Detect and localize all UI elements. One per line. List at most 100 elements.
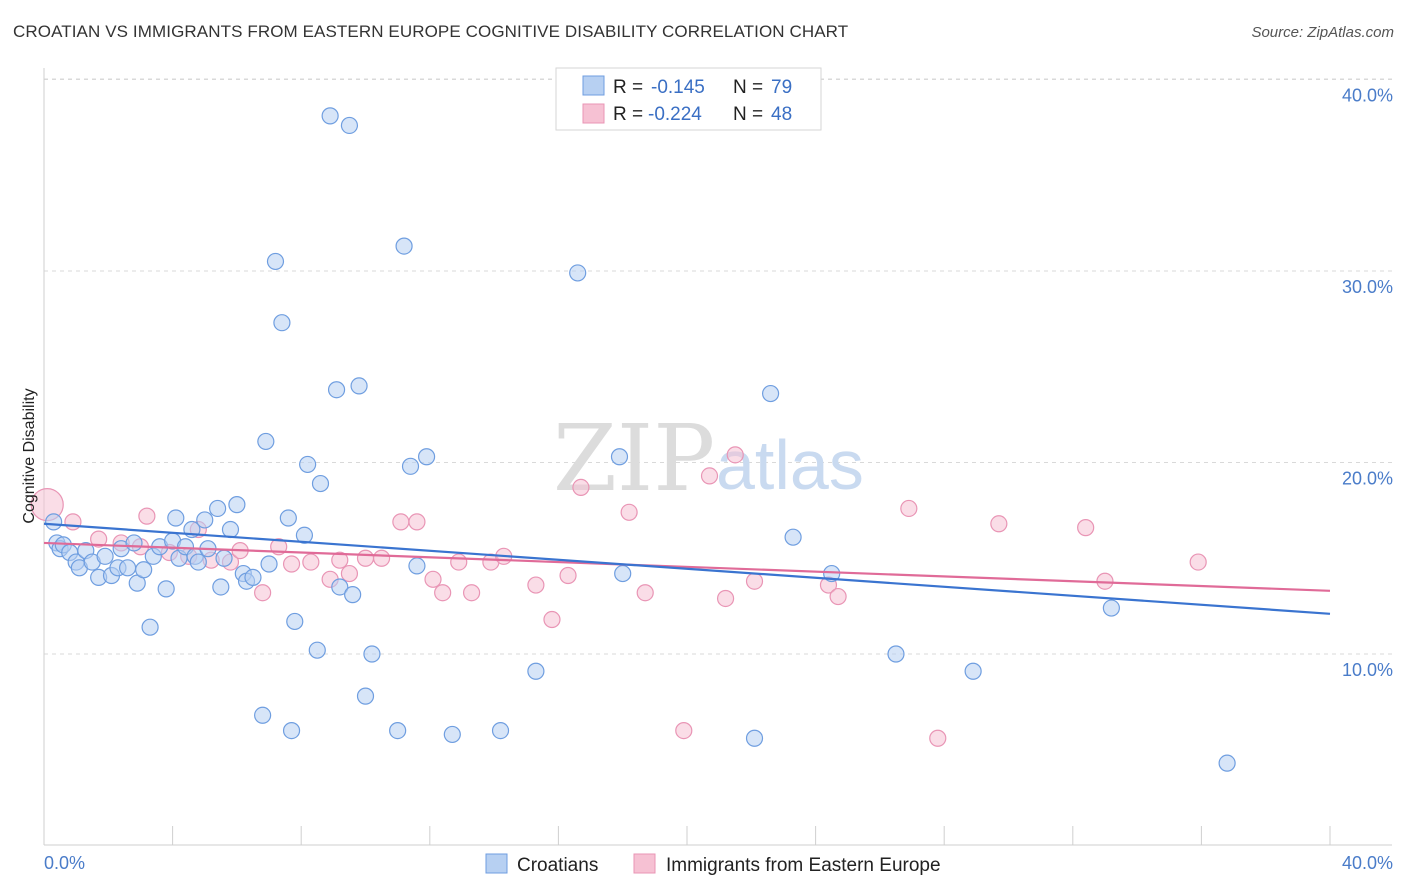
x-tick-marks <box>43 826 1331 845</box>
croatians-point <box>784 528 802 546</box>
croatians-point <box>761 384 780 403</box>
y-tick-label-20: 20.0% <box>1342 469 1393 489</box>
immigrants-point <box>990 515 1008 533</box>
trend-line-croatians <box>43 522 1331 615</box>
x-tick-label-min: 0.0% <box>44 853 85 873</box>
croatians-point <box>389 721 407 740</box>
croatians-point <box>321 107 339 125</box>
croatians-point <box>745 729 764 747</box>
croatians-point <box>279 509 297 527</box>
croatians-point <box>417 448 436 466</box>
croatians-point <box>1218 754 1236 772</box>
croatians-point <box>331 578 349 596</box>
source-label: Source: ZipAtlas.com <box>1251 24 1394 41</box>
croatians-point <box>215 549 233 567</box>
croatians-point <box>327 381 346 399</box>
immigrants-point <box>1189 553 1207 571</box>
croatians-point <box>45 513 63 531</box>
immigrants-point <box>450 553 468 571</box>
croatians-point <box>340 116 359 135</box>
bottom-legend-swatch-blue <box>485 853 508 874</box>
croatians-point <box>273 314 291 332</box>
legend-r-value-1: -0.145 <box>651 77 705 98</box>
immigrants-point <box>340 564 359 583</box>
immigrants-point <box>700 467 719 485</box>
bottom-legend-croatians: Croatians <box>517 855 598 876</box>
immigrants-point <box>302 553 320 571</box>
immigrants-point <box>829 587 847 606</box>
croatians-point <box>614 564 632 583</box>
immigrants-point <box>254 584 272 602</box>
y-tick-label-40: 40.0% <box>1342 86 1393 106</box>
croatians-point <box>254 706 272 724</box>
croatians-point <box>356 687 375 705</box>
legend-swatch-blue <box>582 75 605 96</box>
croatians-point <box>228 496 246 514</box>
croatians-point <box>157 580 175 598</box>
immigrants-point <box>434 584 452 602</box>
x-tick-label-max: 40.0% <box>1342 853 1393 873</box>
croatians-point <box>260 555 278 573</box>
croatians-point <box>887 645 905 663</box>
legend-n-label-2: N = <box>733 104 763 125</box>
immigrants-point <box>356 549 375 567</box>
croatians-point <box>408 557 426 575</box>
croatians-point <box>311 474 330 493</box>
croatians-point <box>209 499 227 518</box>
legend-swatch-pink <box>582 103 605 124</box>
immigrants-point <box>559 566 577 585</box>
croatians-point <box>167 509 185 527</box>
croatians-point <box>295 526 314 544</box>
watermark-zip: ZIP <box>553 405 715 512</box>
immigrants-point <box>572 478 590 496</box>
series-legend: Croatians Immigrants from Eastern Europe <box>485 853 941 876</box>
croatians-point <box>1102 599 1120 617</box>
legend-n-value-1: 79 <box>771 77 792 98</box>
croatians-point <box>257 432 275 451</box>
immigrants-point <box>527 576 545 594</box>
y-tick-labels: 10.0% 20.0% 30.0% 40.0% <box>1342 86 1393 681</box>
croatians-point <box>610 448 629 466</box>
y-tick-label-10: 10.0% <box>1342 660 1393 680</box>
legend-r-label-1: R = <box>613 77 643 98</box>
immigrants-point <box>282 555 301 573</box>
croatians-point <box>964 662 982 680</box>
immigrants-point <box>636 584 654 602</box>
legend-n-value-2: 48 <box>771 104 792 125</box>
immigrants-point <box>462 584 481 602</box>
bottom-legend-swatch-pink <box>633 853 656 874</box>
croatians-point <box>395 237 413 255</box>
legend-r-label-2: R = <box>613 104 643 125</box>
immigrants-point <box>424 570 442 588</box>
croatians-point <box>96 547 114 565</box>
croatians-point <box>491 721 510 740</box>
immigrants-point <box>543 610 561 629</box>
croatians-point <box>443 725 461 744</box>
immigrants-point <box>900 499 918 518</box>
immigrants-point <box>1077 519 1095 537</box>
croatians-point <box>344 586 362 604</box>
watermark-atlas: atlas <box>716 426 864 504</box>
y-axis-label: Cognitive Disability <box>21 388 38 523</box>
legend-r-value-2: -0.224 <box>648 104 702 125</box>
croatians-point <box>286 612 304 631</box>
immigrants-point <box>675 721 693 740</box>
croatians-point <box>125 534 143 552</box>
immigrants-point <box>929 729 947 747</box>
immigrants-point <box>138 507 156 525</box>
croatians-point <box>299 455 317 474</box>
croatians-point <box>196 511 214 529</box>
correlation-legend: R = -0.145 N = 79 R = -0.224 N = 48 <box>555 67 822 131</box>
trend-lines <box>43 522 1331 615</box>
immigrants-point <box>716 589 735 608</box>
immigrants-point <box>745 572 764 590</box>
immigrants-point <box>64 513 82 531</box>
immigrants-point <box>372 549 391 567</box>
immigrants-point <box>392 513 410 531</box>
trend-line-immigrants <box>43 541 1331 592</box>
croatians-point <box>266 252 285 271</box>
croatians-point <box>527 662 545 680</box>
series-croatians-points <box>45 107 1236 772</box>
chart-title: CROATIAN VS IMMIGRANTS FROM EASTERN EURO… <box>13 22 849 41</box>
